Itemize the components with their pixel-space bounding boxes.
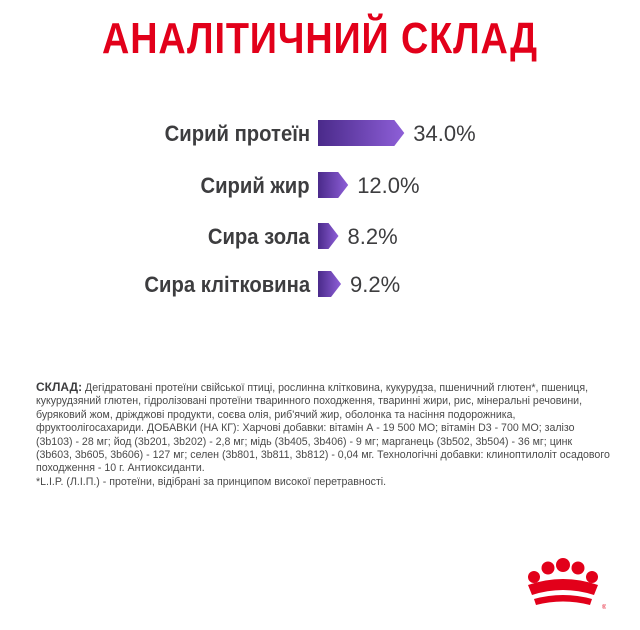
analysis-label: Сира зола: [208, 224, 310, 249]
composition-body: Дегідратовані протеїни свійської птиці, …: [36, 382, 610, 475]
analysis-label: Сирий жир: [200, 173, 310, 198]
page-title: АНАЛІТИЧНИЙ СКЛАД: [102, 14, 538, 63]
analysis-bar-arrow: [318, 271, 342, 297]
analysis-bar: [318, 271, 342, 297]
analysis-row-fiber: Сира клітковина 9.2%: [0, 269, 640, 301]
analysis-value: 34.0%: [413, 121, 476, 146]
analysis-row-fat: Сирий жир 12.0%: [0, 170, 640, 202]
analysis-value: 12.0%: [357, 173, 420, 198]
analysis-bar-arrow: [318, 172, 349, 198]
composition-heading: СКЛАД:: [36, 380, 83, 394]
analysis-bar: [318, 223, 339, 249]
analysis-label: Сирий протеїн: [164, 121, 310, 146]
composition-footnote: *L.I.P. (Л.І.П.) - протеїни, відібрані з…: [36, 475, 387, 488]
analysis-row-protein: Сирий протеїн 34.0%: [0, 118, 640, 150]
analysis-value: 8.2%: [347, 224, 398, 249]
analysis-bar-arrow: [318, 223, 339, 249]
analysis-label: Сира клітковина: [144, 272, 310, 297]
composition-text: СКЛАД: Дегідратовані протеїни свійської …: [36, 380, 611, 489]
crown-icon: ®: [528, 558, 606, 611]
analysis-bar: [318, 172, 349, 198]
analysis-bar-arrow: [318, 120, 405, 146]
svg-text:®: ®: [602, 604, 606, 611]
analysis-bar: [318, 120, 405, 146]
analysis-value: 9.2%: [350, 272, 401, 297]
analysis-row-ash: Сира зола 8.2%: [0, 221, 640, 253]
